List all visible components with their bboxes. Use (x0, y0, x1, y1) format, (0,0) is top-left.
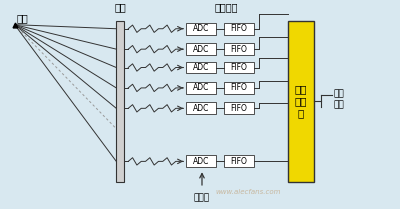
Bar (186, 102, 216, 114)
Text: FIFO: FIFO (230, 63, 247, 72)
Text: ADC: ADC (193, 45, 209, 54)
Bar (224, 62, 254, 73)
Text: ADC: ADC (193, 104, 209, 113)
Text: FIFO: FIFO (230, 104, 247, 113)
Bar (186, 62, 216, 73)
Bar (224, 43, 254, 55)
Text: ADC: ADC (193, 63, 209, 72)
Bar (288, 20, 314, 182)
Bar (186, 43, 216, 55)
Bar (186, 155, 216, 167)
Text: 可变延时: 可变延时 (214, 3, 238, 12)
Bar (224, 155, 254, 167)
Bar (186, 82, 216, 94)
Bar (224, 23, 254, 35)
Text: www.alecfans.com: www.alecfans.com (215, 189, 280, 195)
Text: ADC: ADC (193, 157, 209, 166)
Text: FIFO: FIFO (230, 157, 247, 166)
Text: ADC: ADC (193, 24, 209, 33)
Text: FIFO: FIFO (230, 83, 247, 92)
Text: ADC: ADC (193, 83, 209, 92)
Text: 输出
信号: 输出 信号 (334, 89, 344, 109)
Bar (116, 20, 124, 182)
Text: 阵列: 阵列 (114, 3, 126, 12)
Text: 数字
加法
器: 数字 加法 器 (294, 84, 307, 119)
Bar (186, 23, 216, 35)
Bar (224, 102, 254, 114)
Text: FIFO: FIFO (230, 45, 247, 54)
Text: 焦点: 焦点 (17, 13, 28, 23)
Bar (224, 82, 254, 94)
Text: 采样时: 采样时 (194, 193, 210, 202)
Text: FIFO: FIFO (230, 24, 247, 33)
